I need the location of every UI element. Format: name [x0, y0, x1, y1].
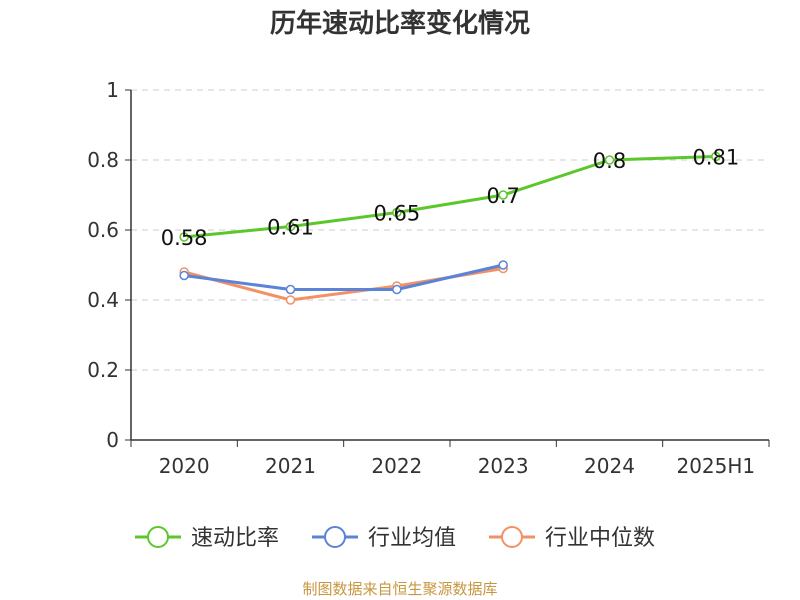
data-label: 0.8 — [593, 149, 626, 173]
y-tick-label: 0.6 — [87, 218, 119, 242]
legend-label: 速动比率 — [191, 526, 279, 551]
source-note: 制图数据来自恒生聚源数据库 — [302, 580, 498, 598]
data-label: 0.65 — [373, 202, 420, 226]
legend[interactable]: 速动比率 行业均值 行业中位数 — [135, 526, 655, 551]
legend-label: 行业均值 — [368, 526, 456, 551]
legend-label: 行业中位数 — [545, 526, 655, 551]
legend-marker-icon — [147, 526, 169, 548]
y-tick-label: 0 — [106, 428, 119, 452]
data-point[interactable] — [498, 190, 508, 200]
data-point[interactable] — [498, 260, 508, 270]
data-point[interactable] — [711, 151, 721, 162]
data-point[interactable] — [604, 155, 615, 165]
data-point[interactable] — [285, 221, 296, 232]
chart-title: 历年速动比率变化情况 — [269, 9, 530, 39]
data-point[interactable] — [392, 207, 402, 218]
data-labels: 0.58 0.61 0.65 0.7 0.8 0.81 — [161, 146, 739, 251]
legend-marker-icon — [501, 526, 523, 548]
series-lines — [179, 151, 721, 305]
series-line — [183, 267, 504, 302]
y-tick-label: 0.4 — [87, 288, 119, 312]
legend-marker-icon — [324, 526, 346, 548]
x-tick-label: 2025H1 — [676, 454, 755, 478]
data-point[interactable] — [179, 270, 189, 281]
series-line — [184, 155, 716, 239]
data-point[interactable] — [392, 284, 402, 295]
x-tick-label: 2024 — [584, 454, 635, 478]
data-label: 0.81 — [692, 146, 739, 170]
data-point[interactable] — [179, 232, 189, 242]
y-tick-label: 0.2 — [87, 358, 119, 382]
legend-item[interactable]: 速动比率 — [135, 526, 279, 551]
x-tick-label: 2020 — [159, 454, 210, 478]
data-point[interactable] — [285, 284, 296, 295]
legend-item[interactable]: 行业均值 — [312, 526, 456, 551]
y-tick-label: 1 — [106, 78, 119, 102]
series-line — [183, 263, 504, 291]
data-label: 0.7 — [486, 184, 519, 208]
y-tick-label: 0.8 — [87, 148, 119, 172]
x-tick-label: 2021 — [265, 454, 316, 478]
x-tick-label: 2022 — [371, 454, 422, 478]
grid-lines — [131, 89, 769, 371]
data-point[interactable] — [285, 295, 296, 305]
data-label: 0.58 — [161, 226, 208, 250]
data-label: 0.61 — [267, 216, 314, 240]
x-tick-label: 2023 — [478, 454, 529, 478]
legend-item[interactable]: 行业中位数 — [489, 526, 655, 551]
